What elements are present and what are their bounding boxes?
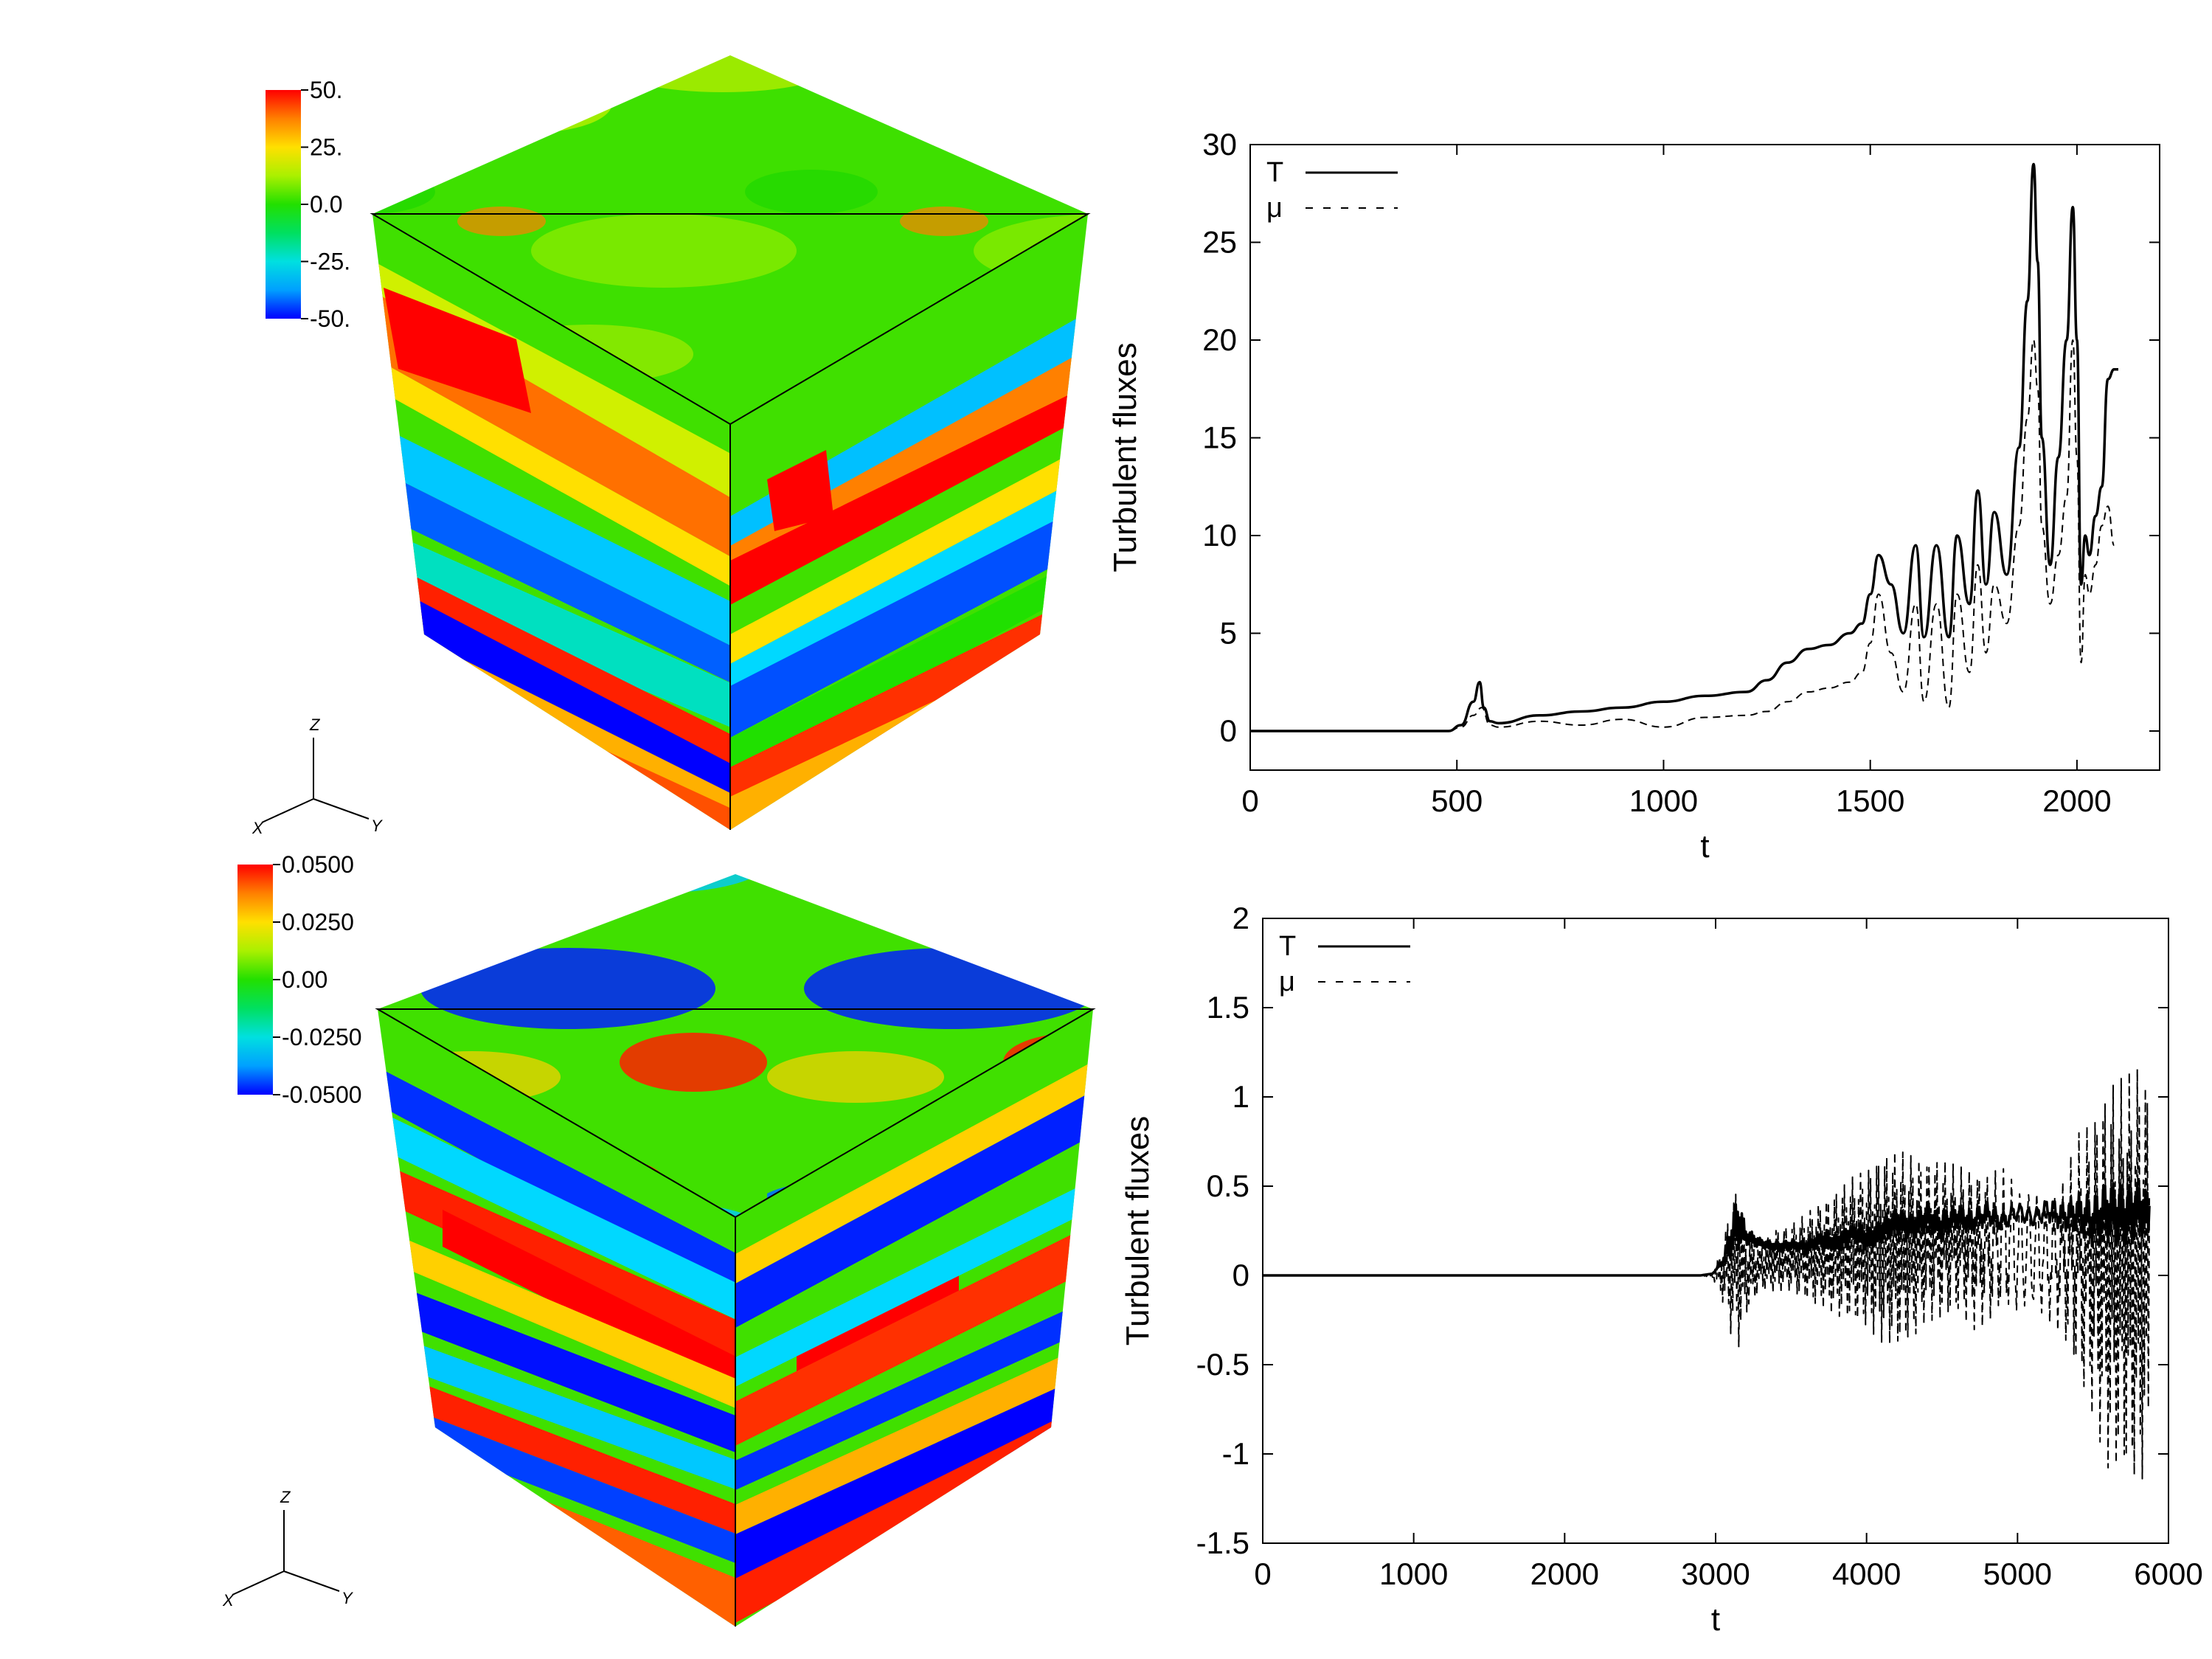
colorbar-gradient: [238, 865, 273, 1095]
y-tick-label: 0.5: [1207, 1168, 1249, 1203]
x-tick-label: 5000: [1983, 1556, 2052, 1591]
cube-visualization-1: [370, 55, 1091, 830]
colorbar-tick-label: 0.0250: [282, 909, 354, 935]
legend-label: T: [1279, 931, 1296, 962]
axis-triad-1: Z X Y: [252, 716, 383, 837]
y-tick-label: 2: [1232, 901, 1249, 935]
colorbar-tick-label: 25.: [310, 134, 342, 161]
cube-left-face: [372, 214, 730, 830]
y-tick-label: -1.5: [1196, 1525, 1249, 1560]
x-tick-label: 4000: [1832, 1556, 1901, 1591]
legend-label: μ: [1279, 966, 1295, 997]
x-tick-label: 0: [1241, 783, 1258, 818]
axis-y-label: Y: [341, 1589, 353, 1607]
y-tick-label: 1: [1232, 1079, 1249, 1114]
x-tick-label: 6000: [2134, 1556, 2202, 1591]
series-line-mu: [1250, 339, 2115, 732]
colorbar-2: 0.0500 0.0250 0.00 -0.0250 -0.0500: [238, 851, 362, 1108]
axis-z-label: Z: [309, 716, 321, 734]
cube-edge-top: [375, 1008, 1096, 1219]
colorbar-tick-label: -25.: [310, 249, 350, 275]
colorbar-1: 50. 25. 0.0 -25. -50.: [266, 77, 350, 332]
y-tick-label: 5: [1220, 616, 1237, 651]
y-tick-label: 30: [1202, 127, 1237, 162]
y-tick-label: 25: [1202, 225, 1237, 260]
colorbar-tick-label: 0.0: [310, 191, 342, 218]
y-tick-label: 15: [1202, 420, 1237, 455]
plot-frame: [1249, 144, 2160, 771]
flux-chart-2: 0 1000 2000 3000 4000 5000 6000 -1.5 -1 -0.5 0 0.5 1…: [1120, 901, 2203, 1638]
y-tick-label: 0: [1220, 713, 1237, 748]
plot-frame: [1262, 918, 2169, 1544]
x-tick-label: 500: [1431, 783, 1483, 818]
y-tick-label: 20: [1202, 322, 1237, 357]
cube-right-face: [730, 214, 1088, 830]
y-axis-label: Turbulent fluxes: [1107, 342, 1143, 572]
colorbar-tick-label: -0.0500: [282, 1081, 362, 1108]
series-line-T: [1250, 162, 2118, 732]
flux-chart-1: 0 500 1000 1500 2000 0 5 10 15 20 25 30 t Turbulent f…: [1107, 127, 2160, 865]
x-tick-label: 1000: [1629, 783, 1698, 818]
axis-x-label: X: [252, 819, 264, 837]
legend-label: μ: [1266, 193, 1283, 224]
y-tick-label: 1.5: [1207, 990, 1249, 1025]
y-tick-label: 10: [1202, 518, 1237, 553]
y-tick-label: 0: [1232, 1258, 1249, 1292]
colorbar-tick-label: 0.00: [282, 966, 327, 993]
cube-visualization-2: [375, 874, 1096, 1627]
y-tick-label: -1: [1222, 1436, 1249, 1471]
cube-edge-top: [370, 213, 1091, 426]
colorbar-tick-label: 50.: [310, 77, 342, 103]
x-tick-label: 0: [1254, 1556, 1271, 1591]
axis-z-label: Z: [280, 1488, 291, 1506]
legend-label: T: [1266, 157, 1283, 188]
y-tick-label: -0.5: [1196, 1347, 1249, 1382]
series-line-T: [1263, 1182, 2151, 1277]
x-axis-label: t: [1711, 1601, 1720, 1638]
colorbar-tick-label: 0.0500: [282, 851, 354, 878]
axis-x-label: X: [222, 1591, 235, 1610]
x-axis-label: t: [1700, 828, 1709, 865]
x-tick-label: 2000: [1530, 1556, 1599, 1591]
axis-triad-2: Z X Y: [222, 1488, 353, 1610]
x-tick-label: 2000: [2042, 783, 2111, 818]
cube-top-face: [378, 874, 1093, 1217]
axis-y-label: Y: [371, 817, 383, 835]
colorbar-gradient: [266, 90, 301, 319]
cube-top-face: [372, 55, 1088, 424]
y-axis-label: Turbulent fluxes: [1120, 1116, 1156, 1345]
x-tick-label: 1500: [1836, 783, 1904, 818]
colorbar-tick-label: -50.: [310, 305, 350, 332]
colorbar-tick-label: -0.0250: [282, 1024, 362, 1050]
x-tick-label: 3000: [1681, 1556, 1750, 1591]
x-tick-label: 1000: [1379, 1556, 1448, 1591]
